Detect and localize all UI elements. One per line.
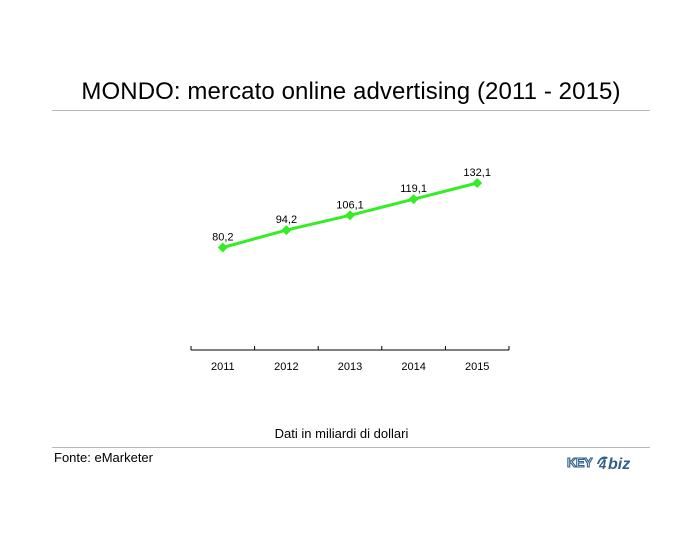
data-point-2013 [345,210,355,221]
x-tick-label-2013: 2013 [338,361,362,373]
data-label-2014: 119,1 [400,183,427,195]
data-label-2015: 132,1 [463,167,491,179]
x-tick-label-2012: 2012 [274,361,298,373]
data-point-2015 [472,178,483,188]
data-point-2012 [281,225,292,236]
x-axis: 2011 2012 2013 2014 2015 [190,346,510,373]
svg-text:4: 4 [598,457,607,472]
title-divider [52,110,650,111]
data-label-2012: 94,2 [276,214,297,226]
data-label-2011: 80,2 [212,232,233,244]
series-layer: 80,2 94,2 106,1 119,1 132,1 [212,167,491,253]
x-tick-label-2015: 2015 [465,361,489,373]
footer-divider [52,447,650,448]
x-tick-label-2011: 2011 [211,361,235,373]
data-point-2011 [217,242,228,253]
svg-text:biz: biz [608,456,630,473]
x-tick-label-2014: 2014 [401,361,425,373]
data-label-2013: 106,1 [336,199,364,211]
data-point-2014 [408,194,419,205]
chart-title: MONDO: mercato online advertising (2011 … [81,78,621,105]
key4biz-logo: KEY 4 biz [566,452,640,479]
source-label: Fonte: eMarketer [54,450,153,465]
units-note: Dati in miliardi di dollari [274,426,409,441]
svg-text:KEY: KEY [567,455,593,470]
